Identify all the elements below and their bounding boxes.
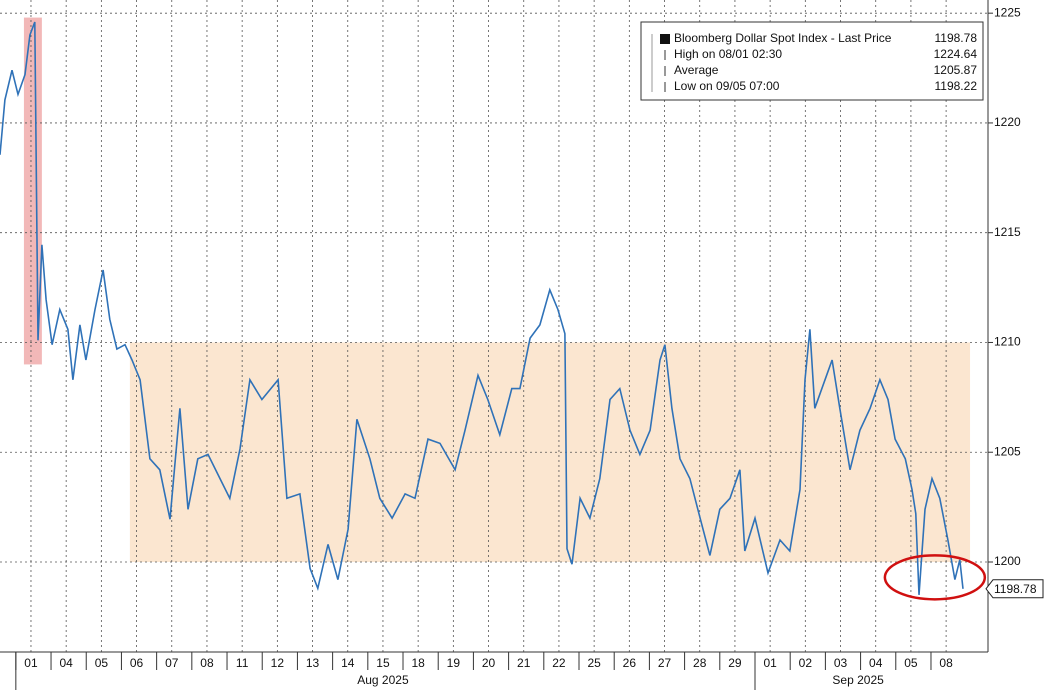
legend-swatch	[660, 34, 670, 44]
x-tick-label: 20	[482, 656, 496, 670]
x-tick-label: 28	[693, 656, 707, 670]
x-tick-label: 07	[165, 656, 179, 670]
y-tick-label: 1215	[994, 225, 1021, 239]
legend-label: Average	[674, 63, 719, 77]
y-tick-label: 1200	[994, 554, 1021, 568]
legend-label: High on 08/01 02:30	[674, 47, 782, 61]
legend-value: 1198.78	[935, 31, 978, 45]
x-tick-label: 05	[95, 656, 109, 670]
x-tick-label: 03	[834, 656, 848, 670]
x-tick-label: 15	[376, 656, 390, 670]
x-tick-label: 21	[517, 656, 531, 670]
x-tick-label: 26	[623, 656, 637, 670]
x-tick-label: 11	[236, 656, 249, 670]
legend-label: Low on 09/05 07:00	[674, 79, 780, 93]
legend-label: Bloomberg Dollar Spot Index - Last Price	[674, 31, 892, 45]
legend-box	[640, 21, 984, 101]
x-tick-label: 29	[728, 656, 742, 670]
legend-value: 1205.87	[934, 63, 978, 77]
x-tick-label: 27	[658, 656, 672, 670]
y-tick-label: 1205	[994, 444, 1021, 458]
x-tick-label: 04	[869, 656, 883, 670]
x-tick-label: 22	[552, 656, 566, 670]
month-label: Sep 2025	[832, 673, 884, 687]
last-price-label: 1198.78	[994, 582, 1037, 596]
x-tick-label: 01	[763, 656, 777, 670]
x-tick-label: 25	[587, 656, 601, 670]
y-tick-label: 1225	[994, 5, 1021, 19]
x-tick-label: 18	[411, 656, 425, 670]
x-tick-label: 13	[306, 656, 320, 670]
x-tick-label: 08	[939, 656, 953, 670]
y-tick-label: 1220	[994, 115, 1021, 129]
x-tick-label: 01	[24, 656, 38, 670]
last-price-tag	[985, 579, 1044, 599]
x-tick-label: 19	[447, 656, 461, 670]
x-tick-label: 08	[200, 656, 214, 670]
price-line	[0, 21, 964, 595]
x-tick-label: 12	[271, 656, 285, 670]
x-tick-label: 04	[59, 656, 73, 670]
legend-value: 1198.22	[935, 79, 978, 93]
highlight-circle	[883, 554, 987, 601]
x-tick-label: 14	[341, 656, 355, 670]
x-tick-label: 06	[130, 656, 144, 670]
x-tick-label: 02	[799, 656, 813, 670]
x-tick-label: 05	[904, 656, 918, 670]
month-label: Aug 2025	[357, 673, 409, 687]
y-tick-label: 1210	[994, 335, 1021, 349]
legend-value: 1224.64	[934, 47, 978, 61]
